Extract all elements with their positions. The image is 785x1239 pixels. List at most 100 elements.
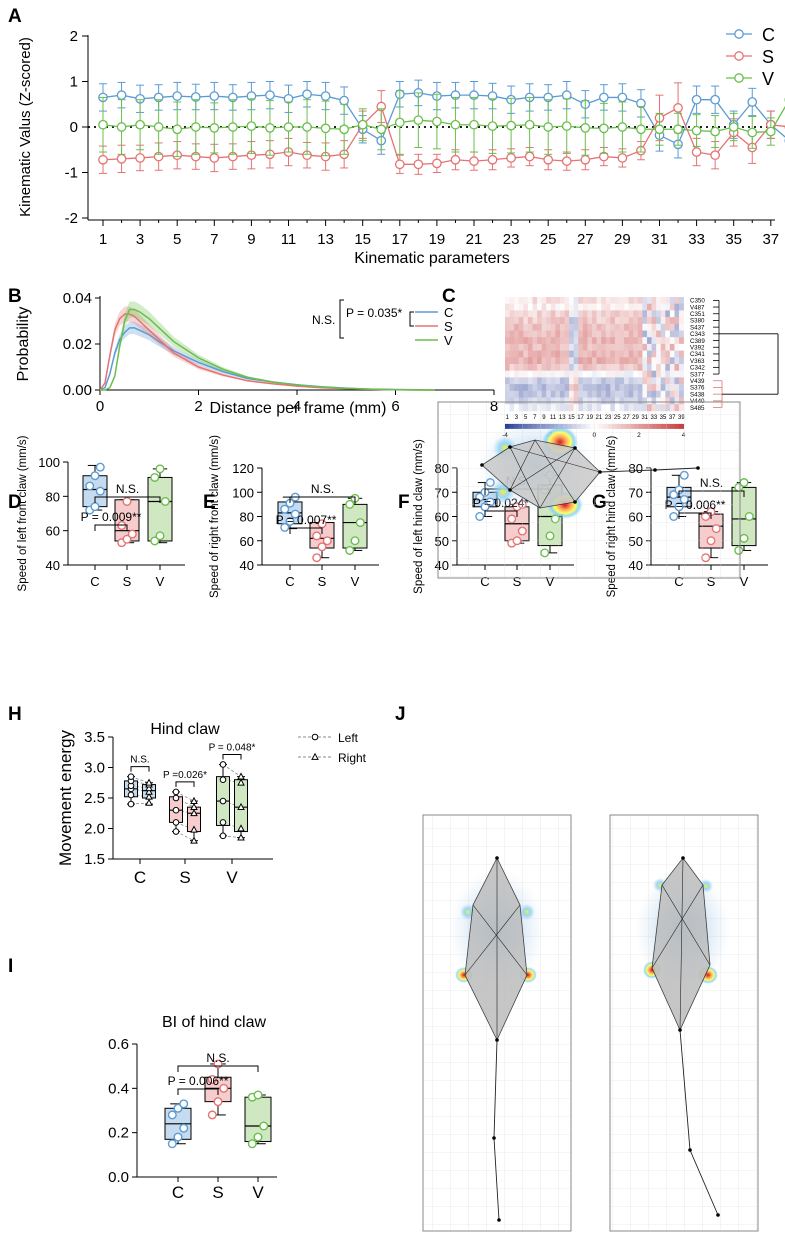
- heatmap-cell: [523, 377, 529, 385]
- heatmap-cell: [651, 390, 657, 398]
- heatmap-cell: [509, 377, 515, 385]
- heatmap-cell: [559, 370, 565, 378]
- heatmap-cell: [532, 317, 538, 325]
- heatmap-cell: [546, 377, 552, 385]
- heatmap-cell: [596, 317, 602, 325]
- pose-image-bottom-left: [422, 814, 572, 1232]
- x-tick-label: S: [179, 868, 190, 887]
- ns-label: N.S.: [312, 313, 335, 327]
- heatmap-cell: [587, 350, 593, 358]
- data-point: [179, 1099, 189, 1109]
- heatmap-cell: [559, 364, 565, 371]
- heatmap-cell: [573, 330, 579, 338]
- box-V: [244, 1090, 272, 1149]
- heatmap-cell: [578, 337, 584, 345]
- heatmap-cell: [665, 297, 671, 304]
- heatmap-cell: [628, 303, 634, 311]
- heatmap-cell: [656, 377, 662, 385]
- heatmap-cell: [518, 397, 524, 405]
- data-point-left: [219, 761, 227, 768]
- heatmap-cell: [601, 384, 607, 392]
- heatmap-cell: [541, 297, 547, 304]
- data-point: [357, 119, 368, 130]
- heatmap-cell: [527, 357, 533, 365]
- data-point-left: [127, 773, 135, 780]
- heatmap-cell: [642, 377, 648, 385]
- chart-title: BI of hind claw: [162, 1014, 267, 1031]
- density-line-V: [100, 308, 435, 391]
- heatmap-cell: [637, 330, 643, 338]
- heatmap-cell: [546, 364, 552, 371]
- heatmap-cell: [614, 357, 620, 365]
- data-point: [172, 124, 183, 135]
- heatmap-cell: [564, 303, 570, 311]
- heatmap-cell: [651, 397, 657, 405]
- heatmap-cell: [610, 297, 616, 304]
- data-point: [580, 123, 591, 133]
- heatmap-cell: [505, 397, 510, 405]
- heatmap-cell: [564, 384, 570, 392]
- heatmap-cell: [610, 337, 616, 345]
- heatmap-cell: [596, 337, 602, 345]
- data-point: [350, 536, 360, 546]
- heatmap-cell: [592, 370, 597, 378]
- heatmap-cell: [514, 310, 520, 318]
- heatmap-cell: [532, 337, 538, 345]
- heatmap-cell: [505, 343, 510, 351]
- heatmap-cell: [669, 364, 675, 371]
- heatmap-cell: [555, 297, 561, 304]
- heatmap-cell: [610, 310, 616, 318]
- heatmap-cell: [555, 370, 561, 378]
- heatmap-cell: [633, 317, 639, 325]
- heatmap-cell: [637, 323, 643, 331]
- heatmap-cell: [637, 310, 643, 318]
- x-tick-label: 11: [281, 231, 297, 248]
- sig-label: N.S.: [116, 482, 139, 496]
- heatmap-cell: [505, 384, 510, 392]
- data-point: [598, 123, 609, 134]
- heatmap-cell: [624, 390, 629, 398]
- heatmap-cell: [592, 390, 597, 398]
- y-tick-label: 40: [240, 558, 254, 573]
- data-point: [207, 1110, 217, 1120]
- heatmap-cell: [646, 377, 652, 385]
- heatmap-cell: [582, 390, 588, 398]
- heatmap-cell: [679, 390, 684, 398]
- heatmap-cell: [628, 310, 634, 318]
- heatmap-cell: [674, 397, 680, 405]
- heatmap-cell: [505, 323, 510, 331]
- heatmap-cell: [674, 357, 680, 365]
- heatmap-cell: [619, 303, 625, 311]
- heatmap-cell: [624, 297, 629, 304]
- data-point: [710, 150, 721, 161]
- row-label: C341: [690, 351, 705, 358]
- heatmap-cell: [564, 297, 570, 304]
- heatmap-cell: [573, 297, 579, 304]
- heatmap-cell: [559, 330, 565, 338]
- heatmap-cell: [637, 317, 643, 325]
- data-point: [376, 124, 387, 135]
- data-point: [160, 496, 170, 506]
- heatmap-cell: [564, 370, 570, 378]
- data-point: [312, 531, 322, 541]
- heatmap-cell: [509, 297, 515, 304]
- chart-title: Hind claw: [150, 721, 220, 738]
- data-point-left: [172, 806, 180, 814]
- heatmap-cell: [619, 384, 625, 392]
- heatmap-cell: [569, 350, 574, 358]
- heatmap-cell: [582, 297, 588, 304]
- heatmap-cell: [550, 350, 556, 358]
- data-point: [179, 1123, 189, 1133]
- data-point: [747, 127, 758, 138]
- legend-label-right: Right: [338, 751, 367, 765]
- heatmap-cell: [509, 397, 515, 405]
- sig-label: N.S.: [311, 482, 334, 496]
- data-point: [394, 159, 405, 170]
- heatmap-cell: [537, 337, 542, 345]
- row-label: S438: [690, 391, 705, 398]
- heatmap-row: [505, 377, 684, 385]
- heatmap-cell: [633, 330, 639, 338]
- data-point: [345, 545, 355, 555]
- heatmap-cell: [605, 330, 611, 338]
- heatmap-cell: [592, 330, 597, 338]
